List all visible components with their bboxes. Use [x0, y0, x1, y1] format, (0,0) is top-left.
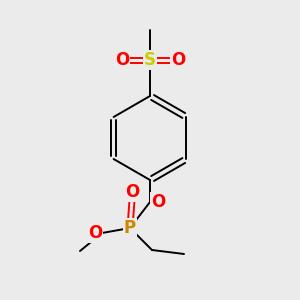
Text: O: O — [88, 224, 102, 242]
Text: O: O — [171, 51, 185, 69]
Text: O: O — [125, 183, 139, 201]
Text: P: P — [124, 219, 136, 237]
Text: O: O — [115, 51, 129, 69]
Text: O: O — [151, 193, 165, 211]
Text: S: S — [144, 51, 156, 69]
